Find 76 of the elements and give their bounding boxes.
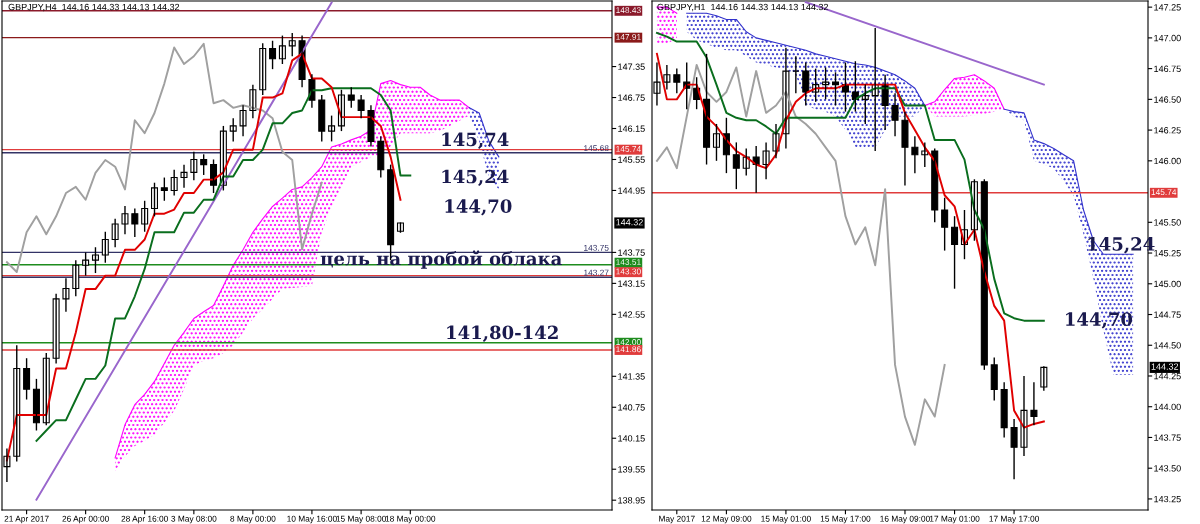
- candlestick: [229, 117, 237, 143]
- ref-line-label: 143.51: [616, 259, 641, 265]
- y-tick-label: 146.25: [1154, 127, 1181, 134]
- x-tick-label: 21 Apr 2017: [4, 515, 49, 524]
- line-series: [655, 52, 1045, 429]
- ref-line-label: 145.74: [616, 146, 641, 152]
- y-tick-label: 140.75: [618, 404, 645, 411]
- x-tick-label: 28 Apr 16:00: [121, 515, 168, 524]
- ref-line-label: 141.86: [616, 346, 641, 353]
- chart-title: GBPJPY,H4 144.16 144.33 144.13 144.32: [8, 3, 180, 12]
- x-tick-label: 26 Apr 00:00: [62, 515, 109, 524]
- annotation: 144.32: [1151, 363, 1179, 370]
- y-tick-label: 145.25: [1154, 250, 1181, 257]
- x-tick-label: 17 May 01:00: [929, 515, 980, 524]
- x-tick-label: 15 May 01:00: [761, 515, 811, 524]
- y-tick-label: 142.55: [618, 311, 645, 318]
- x-tick-label: 12 May 09:00: [701, 515, 752, 524]
- x-tick-label: 3 May 08:00: [171, 515, 217, 524]
- y-tick-label: 144.50: [1154, 342, 1181, 349]
- x-tick-label: 15 May 08:00: [336, 515, 387, 524]
- annotation: 141,80-142: [447, 325, 558, 342]
- candlestick: [91, 246, 99, 274]
- y-tick-label: 144.25: [1154, 372, 1181, 380]
- y-tick-label: 139.55: [618, 466, 645, 473]
- y-tick-label: 141.35: [618, 373, 645, 380]
- y-tick-label: 143.75: [1154, 434, 1181, 441]
- line-series: [655, 63, 946, 446]
- y-tick-label: 138.95: [618, 497, 645, 504]
- y-tick-label: 147.35: [618, 63, 645, 70]
- y-tick-label: 143.15: [618, 280, 645, 287]
- y-tick-label: 147.00: [1154, 34, 1181, 42]
- ref-line-label: 142.00: [616, 339, 641, 345]
- ref-line-label: 143.30: [616, 268, 641, 275]
- y-tick-label: 146.15: [618, 125, 645, 132]
- y-tick-label: 143.25: [1154, 495, 1181, 503]
- y-tick-label: 146.75: [1154, 65, 1181, 72]
- y-tick-label: 147.25: [1154, 4, 1181, 11]
- candlestick: [62, 277, 70, 313]
- annotation: 144.32: [616, 219, 643, 226]
- y-tick-label: 146.50: [1154, 96, 1181, 103]
- annotation: 145,74: [442, 132, 509, 149]
- candlestick: [831, 71, 840, 107]
- y-tick-label: 144.95: [618, 187, 645, 194]
- candlestick: [288, 32, 296, 57]
- y-tick-label: 144.75: [1154, 311, 1181, 318]
- ref-line-label: 145.74: [1151, 189, 1177, 196]
- x-tick-label: 8 May 00:00: [230, 515, 276, 524]
- y-tick-label: 146.00: [1154, 157, 1181, 165]
- candlestick: [328, 114, 336, 143]
- x-tick-label: 17 May 17:00: [989, 515, 1039, 524]
- candlestick: [160, 176, 168, 202]
- y-tick-label: 143.75: [618, 249, 645, 256]
- x-tick-label: 18 May 00:00: [385, 515, 436, 524]
- x-tick-label: 15 May 17:00: [820, 515, 871, 524]
- y-tick-label: 143.50: [1154, 465, 1181, 472]
- candlestick: [82, 251, 90, 277]
- candlestick: [822, 66, 830, 101]
- ref-line-label: 147.91: [616, 33, 641, 40]
- annotation: 145,24: [442, 169, 509, 187]
- y-tick-label: 145.50: [1154, 219, 1181, 226]
- annotation: 144,70: [1066, 312, 1133, 329]
- candlestick: [673, 67, 681, 94]
- ref-line-label: 143.27: [584, 269, 609, 276]
- candlestick: [347, 86, 355, 109]
- y-tick-label: 145.00: [1154, 280, 1181, 288]
- y-tick-label: 140.15: [618, 435, 645, 442]
- x-tick-label: 10 May 16:00: [287, 515, 337, 524]
- y-tick-label: 146.75: [618, 94, 645, 101]
- ref-line-label: 148.43: [616, 7, 641, 14]
- x-tick-label: May 2017: [659, 515, 695, 524]
- annotation: 144,70: [445, 199, 512, 216]
- candlestick: [121, 205, 129, 236]
- x-tick-label: 16 May 09:00: [880, 515, 930, 524]
- y-tick-label: 144.00: [1154, 403, 1181, 411]
- ref-line-label: 143.75: [584, 244, 609, 251]
- y-tick-label: 145.55: [618, 156, 645, 163]
